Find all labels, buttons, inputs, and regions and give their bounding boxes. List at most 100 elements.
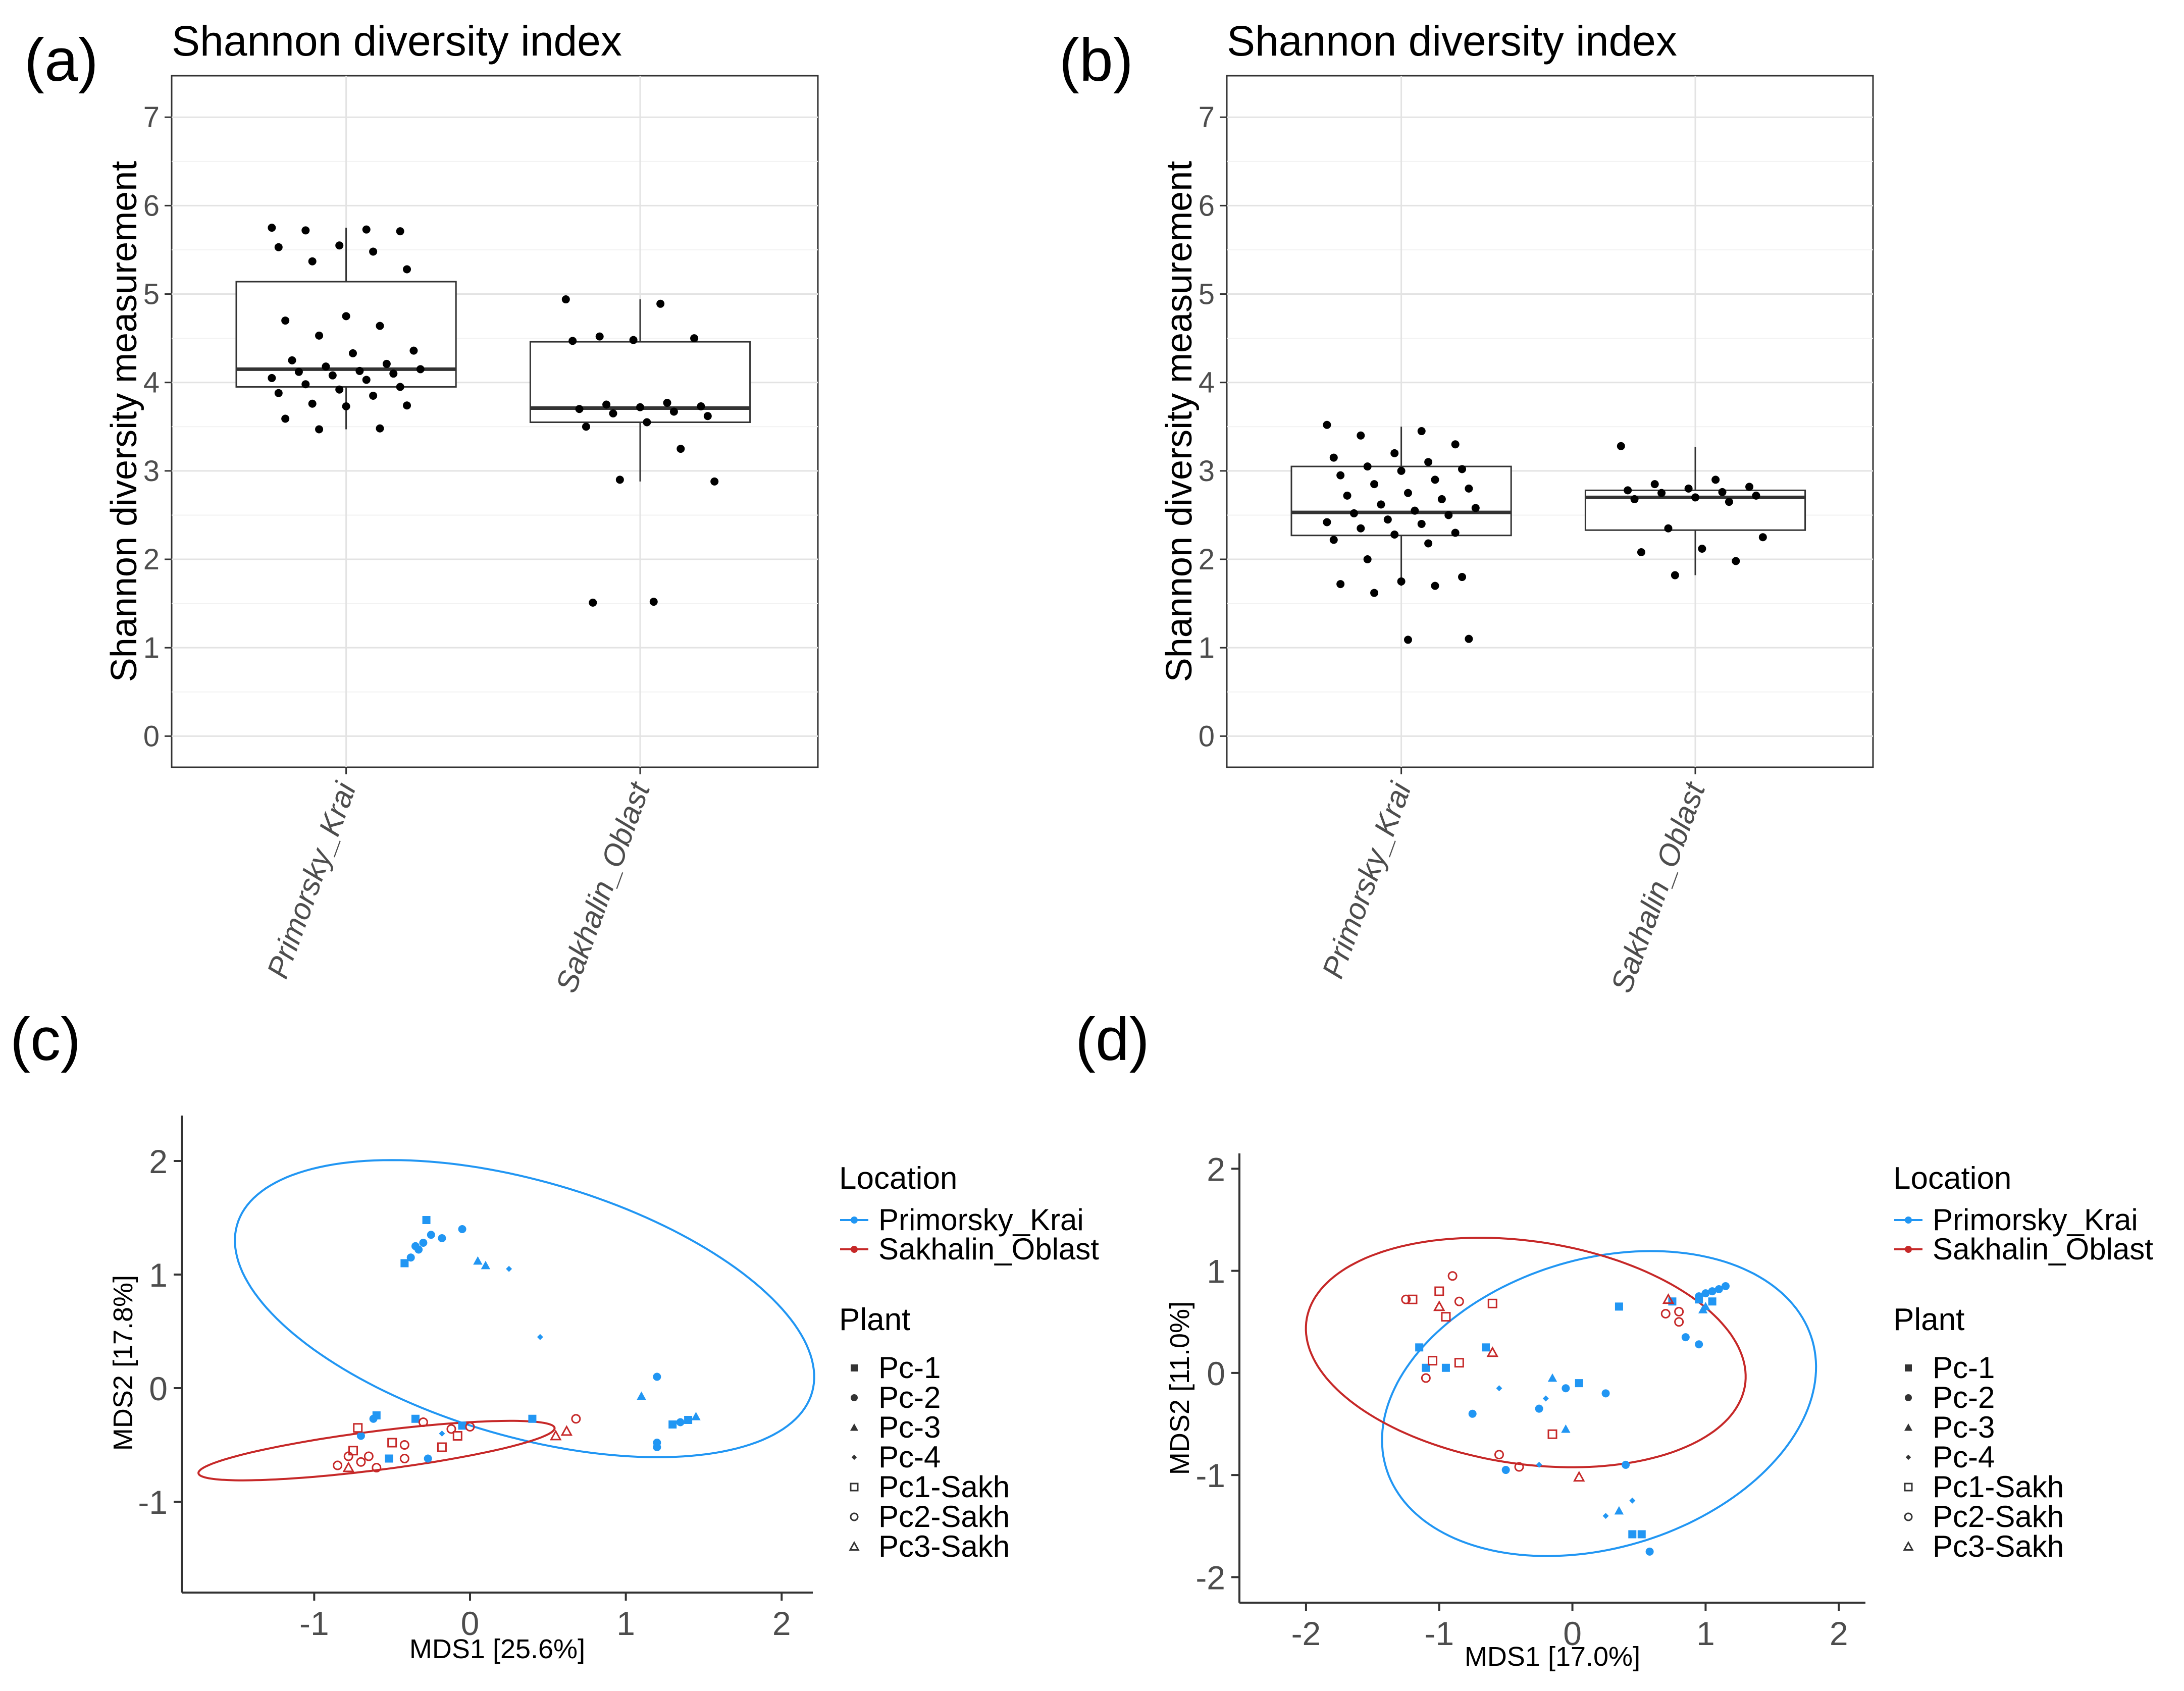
legend-location-title: Location bbox=[1893, 1161, 2011, 1196]
data-point bbox=[376, 424, 384, 433]
data-point bbox=[1343, 491, 1351, 500]
data-point bbox=[294, 367, 303, 376]
chart-title-a: Shannon diversity index bbox=[172, 17, 622, 65]
data-point bbox=[636, 403, 644, 411]
data-point bbox=[1494, 1450, 1504, 1460]
data-point bbox=[369, 1414, 378, 1423]
data-point bbox=[643, 418, 651, 427]
data-point bbox=[1468, 1409, 1477, 1418]
data-point bbox=[609, 409, 617, 418]
legend-plant-label: Pc-4 bbox=[1933, 1440, 1995, 1474]
data-point bbox=[1471, 504, 1480, 512]
y-tick-label: -2 bbox=[1195, 1559, 1225, 1596]
x-axis-title-c: MDS1 [25.6%] bbox=[409, 1634, 585, 1664]
legend-plant-label: Pc-3 bbox=[878, 1410, 941, 1444]
x-tick-label: 2 bbox=[1830, 1615, 1848, 1652]
legend-plant-marker bbox=[1905, 1394, 1912, 1401]
data-point bbox=[1451, 529, 1460, 537]
data-point bbox=[691, 1412, 701, 1420]
y-tick-label: 2 bbox=[1207, 1150, 1225, 1188]
plot-frame-b bbox=[1226, 75, 1874, 768]
data-point bbox=[1514, 1462, 1524, 1472]
legend-plant-label: Pc2-Sakh bbox=[1933, 1500, 2064, 1534]
x-tick-label: 2 bbox=[772, 1605, 791, 1642]
legend-plant-marker bbox=[1905, 1454, 1911, 1460]
legend-plant-label: Pc1-Sakh bbox=[1933, 1470, 2064, 1504]
data-point bbox=[1424, 458, 1433, 466]
data-point bbox=[582, 422, 590, 431]
data-point bbox=[301, 226, 310, 235]
data-point bbox=[396, 383, 404, 391]
data-point bbox=[1535, 1404, 1543, 1413]
y-tick-label: 1 bbox=[1207, 1253, 1225, 1290]
data-point bbox=[1725, 498, 1733, 506]
data-point bbox=[281, 316, 290, 325]
data-point bbox=[411, 1242, 420, 1250]
x-tick-label: 1 bbox=[1696, 1615, 1715, 1652]
data-point bbox=[419, 1239, 428, 1247]
data-point bbox=[1542, 1395, 1549, 1402]
y-tick-label: 2 bbox=[1199, 543, 1215, 576]
data-point bbox=[268, 224, 276, 232]
data-point bbox=[1397, 577, 1406, 586]
panel-d-mds: -2 -1 0 1 2 -2 -1 0 1 2 MDS1 [17.0%] MDS2 [11.0%… bbox=[1165, 1150, 1865, 1672]
data-point bbox=[1454, 1296, 1464, 1306]
data-point bbox=[1547, 1429, 1557, 1439]
y-axis-title-a: Shannon diversity measurement bbox=[104, 161, 144, 682]
data-point bbox=[369, 247, 378, 256]
data-point bbox=[637, 1391, 646, 1400]
data-point bbox=[343, 1451, 353, 1461]
data-point bbox=[1329, 453, 1338, 462]
data-point bbox=[274, 243, 283, 251]
data-point bbox=[1411, 506, 1419, 515]
data-point bbox=[409, 346, 418, 355]
data-point bbox=[1421, 1373, 1431, 1383]
data-point bbox=[703, 412, 712, 420]
data-point bbox=[1684, 484, 1693, 493]
x-tick-label: 0 bbox=[461, 1605, 480, 1642]
data-point bbox=[1390, 530, 1399, 539]
data-point bbox=[1357, 431, 1365, 440]
data-point bbox=[403, 265, 411, 274]
data-point bbox=[690, 334, 699, 343]
data-point bbox=[1628, 1530, 1637, 1539]
points-d bbox=[1401, 1271, 1730, 1556]
data-point bbox=[1637, 548, 1645, 557]
y-tick-label: 3 bbox=[143, 455, 160, 488]
data-point bbox=[1431, 475, 1439, 484]
data-point bbox=[353, 1423, 363, 1433]
legend-plant-marker bbox=[849, 1541, 860, 1551]
x-ticks-c: -1 0 1 2 bbox=[299, 1593, 791, 1642]
data-point bbox=[1370, 589, 1379, 597]
legend-plant-marker bbox=[1904, 1423, 1913, 1431]
data-point bbox=[1601, 1389, 1610, 1398]
data-point bbox=[1390, 449, 1399, 457]
data-point bbox=[439, 1431, 445, 1437]
y-ticks-a: 0 1 2 3 4 5 6 7 bbox=[143, 101, 172, 753]
y-axis-title-d: MDS2 [11.0%] bbox=[1165, 1301, 1195, 1475]
x-tick-label: -1 bbox=[299, 1605, 329, 1642]
data-point bbox=[308, 399, 317, 408]
y-tick-label: 5 bbox=[143, 278, 160, 311]
data-point bbox=[677, 445, 685, 453]
data-point bbox=[1431, 582, 1439, 590]
x-categories-a: Primorsky_Krai Sakhalin_Oblast bbox=[261, 767, 657, 997]
data-point bbox=[668, 1420, 677, 1429]
data-point bbox=[1645, 1547, 1654, 1556]
data-point bbox=[1662, 1293, 1675, 1304]
y-ticks-b: 0 1 2 3 4 5 6 7 bbox=[1199, 101, 1227, 753]
legend-plant-label: Pc3-Sakh bbox=[1933, 1529, 2064, 1563]
confidence-ellipse bbox=[1381, 1250, 1817, 1557]
legend-plant-marker bbox=[1904, 1483, 1913, 1492]
data-point bbox=[1561, 1424, 1571, 1433]
data-point bbox=[1758, 533, 1767, 542]
data-point bbox=[1357, 524, 1365, 533]
data-point bbox=[1691, 493, 1699, 502]
data-point bbox=[629, 336, 638, 344]
y-tick-label: 2 bbox=[143, 543, 160, 576]
y-tick-label: 0 bbox=[1207, 1355, 1225, 1392]
data-point bbox=[1363, 462, 1372, 471]
data-point bbox=[1451, 440, 1460, 449]
data-point bbox=[465, 1422, 475, 1432]
